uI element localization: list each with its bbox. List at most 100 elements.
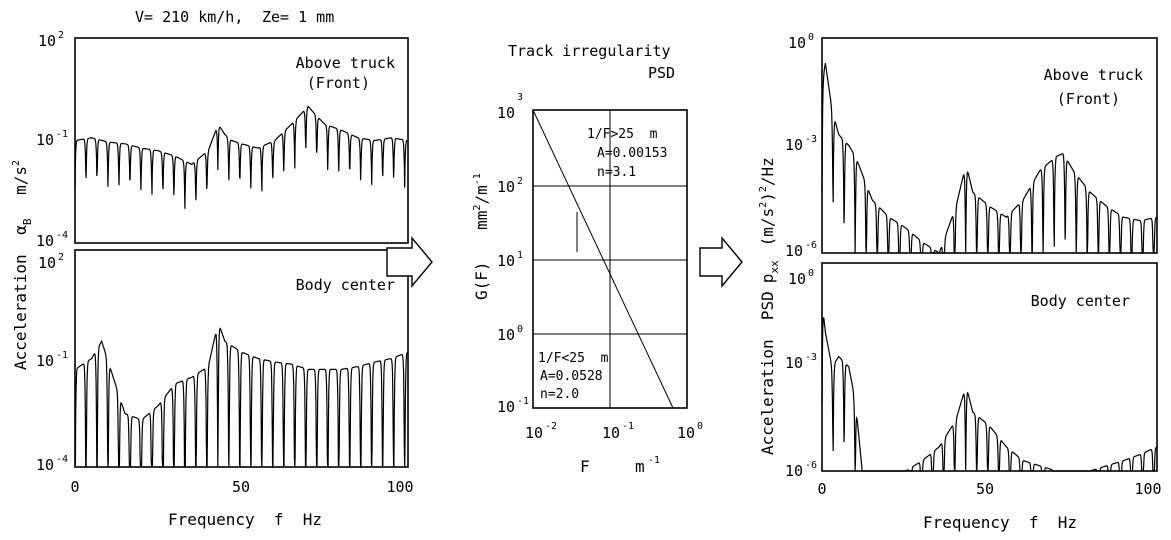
middle-xlabel-unit-exp: -1 [648, 455, 660, 466]
middle-ytick--1-exp: -1 [517, 396, 529, 407]
middle-xtick-1-exp: -2 [545, 421, 557, 432]
right-ylabel-unit: (m/s [758, 208, 777, 247]
left-bottom-ytick-2-exp: -1 [56, 350, 68, 361]
right-ylabel-symbol: p [758, 274, 777, 284]
right-bottom-ytick-2: 10 [785, 354, 803, 372]
left-top-title-line1: Above truck [296, 54, 395, 72]
right-top-ytick-2-exp: -3 [805, 134, 817, 145]
right-bottom-ytick-2-exp: -3 [805, 352, 817, 363]
left-bottom-ytick-1: 10 [38, 254, 56, 272]
right-top-title-line2: (Front) [1057, 90, 1120, 108]
ze-label: Ze= 1 mm [262, 8, 334, 26]
right-bottom-ytick-1: 10 [788, 270, 806, 288]
right-bottom-ytick-1-exp: 0 [808, 268, 814, 279]
right-xtick-0: 0 [817, 480, 826, 498]
middle-ylabel-unit-exp2: -1 [472, 173, 483, 185]
middle-ytick-1: 10 [497, 252, 515, 270]
middle-ytick-0: 10 [497, 326, 515, 344]
right-ylabel-unit2: ) [758, 192, 777, 202]
right-top-trace [821, 63, 1158, 254]
middle-ann-lower-3: n=2.0 [540, 387, 579, 402]
right-ylabel-unit-exp: 2 [758, 202, 769, 208]
right-top-ytick-3-exp: -6 [805, 240, 817, 251]
speed-label: V= 210 km/h, [135, 8, 243, 26]
left-top-ytick-1-exp: 2 [58, 30, 64, 41]
left-ylabel: Acceleration αB m/s2 [11, 160, 34, 370]
left-ylabel-symbol: α [11, 225, 30, 235]
middle-psd-line [532, 109, 674, 409]
middle-ylabel-main: G(F) [472, 261, 491, 300]
right-xtick-100: 100 [1134, 480, 1161, 498]
middle-ytick-2: 10 [497, 178, 515, 196]
middle-title-line1: Track irregularity [508, 42, 671, 60]
right-xlabel: Frequency f Hz [923, 513, 1077, 532]
left-bottom-ytick-2: 10 [36, 352, 54, 370]
middle-xtick-3-exp: 0 [697, 421, 703, 432]
middle-ylabel-unit: mm [472, 211, 491, 230]
middle-ytick-1-exp: 1 [517, 250, 523, 261]
left-top-ytick-2-exp: -1 [56, 129, 68, 140]
right-bottom-title: Body center [1031, 292, 1130, 310]
middle-ytick-3: 10 [497, 104, 515, 122]
right-ylabel-unit3: /Hz [758, 157, 777, 186]
middle-ytick-3-exp: 3 [517, 92, 523, 103]
middle-ytick-2-exp: 2 [517, 176, 523, 187]
right-bottom-ytick-3: 10 [785, 462, 803, 480]
middle-ylabel: G(F) mm2/m-1 [472, 173, 491, 300]
middle-ann-upper-1: 1/F>25 m [587, 127, 658, 142]
left-top-ytick-3-exp: -4 [56, 230, 68, 241]
right-ylabel: Acceleration PSDpxx(m/s2)2/Hz [758, 157, 781, 455]
middle-title-line2: PSD [648, 64, 675, 82]
right-top-title-line1: Above truck [1044, 66, 1143, 84]
left-top-ytick-3: 10 [36, 232, 54, 250]
arrow-right-2 [699, 236, 743, 288]
middle-ytick--1: 10 [497, 398, 515, 416]
svg-text:G(F) mm2/m-1: G(F) mm2/m-1 [472, 173, 491, 300]
left-top-plot: Above truck (Front) [74, 37, 409, 244]
left-bottom-plot: Body center [74, 249, 409, 468]
right-ylabel-subscript: xx [768, 260, 781, 274]
right-ylabel-main: Acceleration PSD [758, 291, 777, 455]
right-bottom-trace [821, 317, 1158, 472]
left-xtick-0: 0 [70, 478, 79, 496]
left-top-ytick-2: 10 [36, 131, 54, 149]
middle-ann-upper-2: A=0.00153 [597, 146, 667, 161]
middle-xtick-2: 10 [602, 424, 620, 442]
right-bottom-plot: Body center [821, 262, 1158, 472]
left-ylabel-unit-exp: 2 [11, 160, 22, 166]
left-bottom-ytick-3-exp: -4 [56, 454, 68, 465]
middle-ylabel-unit-mid: /m [472, 185, 491, 204]
right-top-plot: Above truck (Front) [821, 37, 1158, 254]
right-top-ytick-2: 10 [785, 136, 803, 154]
middle-plot: 1/F>25 m A=0.00153 n=3.1 1/F<25 m A=0.05… [532, 109, 688, 409]
middle-xtick-2-exp: -1 [622, 421, 634, 432]
left-bottom-title: Body center [296, 276, 395, 294]
svg-text:Acceleration PSDpxx(m/s2)2/Hz: Acceleration PSDpxx(m/s2)2/Hz [758, 157, 781, 455]
right-top-ytick-1: 10 [788, 34, 806, 52]
left-ylabel-subscript: B [21, 218, 34, 225]
left-bottom-ytick-3: 10 [36, 456, 54, 474]
middle-xtick-3: 10 [677, 424, 695, 442]
left-top-title-line2: (Front) [307, 74, 370, 92]
left-bottom-ytick-1-exp: 2 [58, 252, 64, 263]
middle-ann-lower-2: A=0.0528 [540, 369, 603, 384]
right-ylabel-unit-exp2: 2 [758, 186, 769, 192]
right-top-ytick-3: 10 [785, 242, 803, 260]
middle-xlabel-main: F [580, 457, 590, 476]
left-ylabel-main: Acceleration [11, 254, 30, 370]
left-top-ytick-1: 10 [38, 32, 56, 50]
middle-xlabel-unit: m [635, 457, 645, 476]
arrow-right-1 [386, 236, 433, 288]
right-xtick-50: 50 [976, 480, 994, 498]
middle-ytick-0-exp: 0 [517, 324, 523, 335]
left-xtick-50: 50 [232, 478, 250, 496]
left-top-trace [74, 105, 408, 209]
middle-ylabel-unit-exp1: 2 [472, 205, 483, 211]
right-top-ytick-1-exp: 0 [808, 32, 814, 43]
left-xtick-100: 100 [386, 478, 413, 496]
left-bottom-trace [74, 327, 409, 468]
left-xlabel: Frequency f Hz [168, 510, 322, 529]
middle-xtick-1: 10 [525, 424, 543, 442]
middle-ann-upper-3: n=3.1 [597, 165, 636, 180]
